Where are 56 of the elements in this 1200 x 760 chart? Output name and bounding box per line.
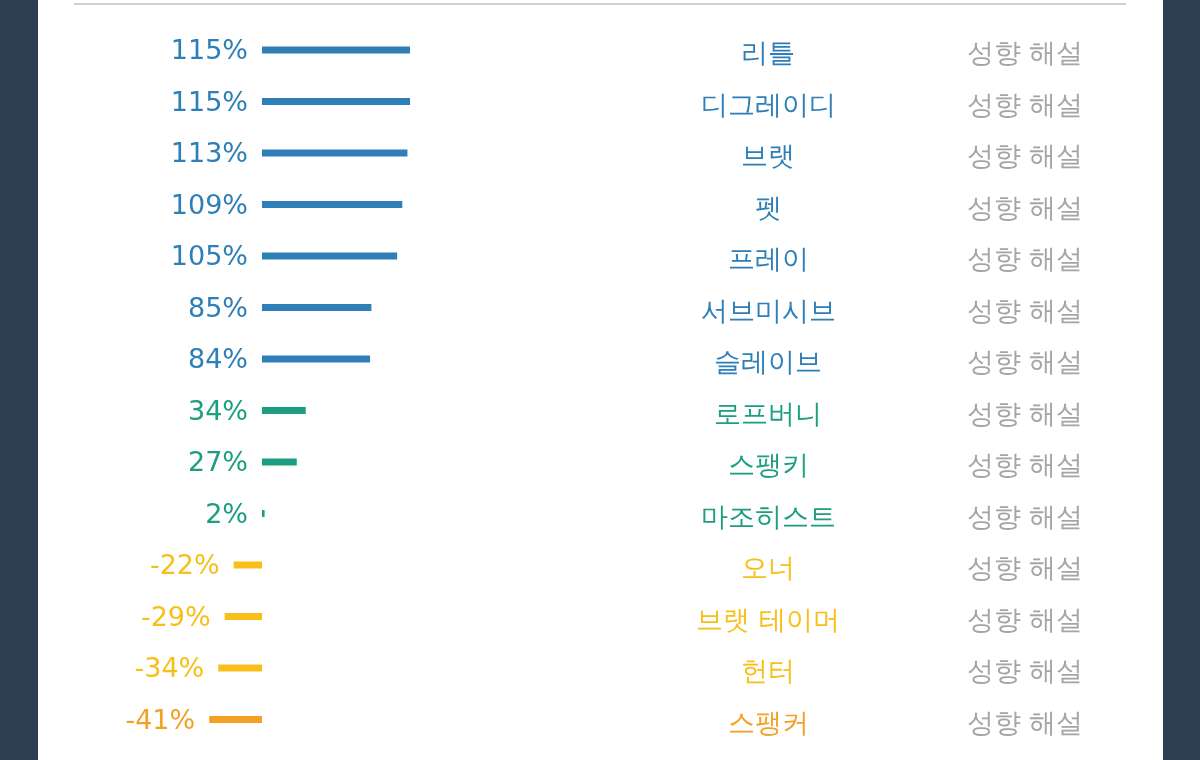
data-label: -41% bbox=[125, 703, 196, 735]
y-tick-label: 슬레이브 bbox=[714, 346, 822, 378]
bar bbox=[262, 510, 265, 517]
text: 성향 해설 bbox=[966, 88, 1084, 120]
data-label: 115% bbox=[170, 85, 248, 117]
text: 성향 해설 bbox=[966, 500, 1084, 532]
text: 성향 해설 bbox=[966, 706, 1084, 738]
text: 성향 해설 bbox=[966, 140, 1084, 172]
data-label: -34% bbox=[134, 652, 205, 684]
y-tick-label: 마조히스트 bbox=[700, 500, 836, 532]
data-label: 113% bbox=[170, 137, 248, 169]
y-tick-label: 서브미시브 bbox=[700, 294, 836, 326]
y-tick-label: 헌터 bbox=[741, 655, 795, 687]
bar bbox=[224, 613, 262, 620]
text: 성향 해설 bbox=[966, 346, 1084, 378]
bar bbox=[262, 149, 408, 157]
text: 성향 해설 bbox=[966, 243, 1084, 275]
bar bbox=[233, 561, 262, 569]
bar bbox=[209, 716, 262, 723]
bar bbox=[262, 98, 411, 105]
y-tick-label: 스팽키 bbox=[727, 449, 809, 481]
data-label: 115% bbox=[170, 34, 248, 66]
data-label: 109% bbox=[170, 188, 248, 220]
y-tick-label: 브랫 테이머 bbox=[696, 603, 840, 635]
y-tick-label: 브랫 bbox=[741, 140, 795, 172]
y-tick-label: 로프버니 bbox=[714, 397, 822, 429]
text: 성향 해설 bbox=[966, 37, 1084, 69]
text: 성향 해설 bbox=[966, 655, 1084, 687]
data-label: 85% bbox=[187, 291, 248, 323]
bar bbox=[262, 304, 372, 311]
bar bbox=[262, 252, 398, 260]
text: 성향 해설 bbox=[966, 552, 1084, 584]
text: 성향 해설 bbox=[966, 397, 1084, 429]
data-label: -22% bbox=[149, 549, 220, 581]
bar bbox=[262, 46, 411, 54]
y-tick-label: 디그레이디 bbox=[700, 88, 836, 120]
bar bbox=[218, 664, 262, 672]
bar bbox=[262, 201, 403, 208]
y-tick-label: 프레이 bbox=[727, 243, 809, 275]
bar bbox=[262, 458, 297, 466]
text: 성향 해설 bbox=[966, 603, 1084, 635]
y-tick-label: 리틀 bbox=[741, 37, 795, 69]
data-label: 2% bbox=[205, 497, 248, 529]
data-label: -29% bbox=[140, 600, 211, 632]
text: 성향 해설 bbox=[966, 191, 1084, 223]
y-tick-label: 오너 bbox=[741, 552, 795, 584]
text: 성향 해설 bbox=[966, 294, 1084, 326]
bar bbox=[262, 407, 306, 414]
data-label: 105% bbox=[170, 240, 248, 272]
bar bbox=[262, 355, 371, 363]
text: 성향 해설 bbox=[966, 449, 1084, 481]
y-tick-label: 펫 bbox=[754, 191, 782, 223]
data-label: 84% bbox=[187, 343, 248, 375]
data-label: 34% bbox=[187, 394, 248, 426]
data-label: 27% bbox=[187, 446, 248, 478]
y-tick-label: 스팽커 bbox=[727, 706, 809, 738]
